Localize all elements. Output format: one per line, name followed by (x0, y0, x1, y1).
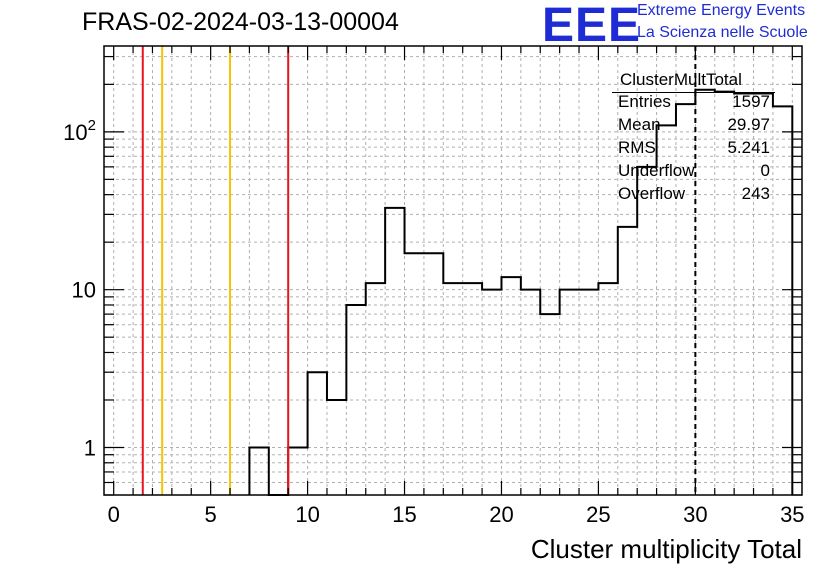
y-tick-label: 102 (63, 117, 96, 145)
stats-key: Overflow (618, 184, 686, 203)
histogram-bin (366, 283, 385, 495)
histogram-bin (249, 447, 268, 495)
histogram-bin (346, 305, 365, 495)
histogram-bin (540, 314, 559, 495)
histogram-bin (405, 253, 424, 495)
x-axis-label: Cluster multiplicity Total (531, 534, 802, 564)
stats-key: Mean (618, 115, 661, 134)
x-tick-label: 0 (108, 502, 120, 527)
plot-frame (103, 45, 803, 496)
stats-row-overflow: Overflow 243 (618, 184, 770, 206)
stats-row-underflow: Underflow 0 (618, 161, 770, 183)
y-tick-label: 10 (72, 278, 96, 303)
marker-lines (141, 46, 697, 495)
stats-value: 1597 (732, 92, 770, 111)
stats-box-rule (612, 92, 775, 93)
histogram-bin (288, 447, 307, 495)
histogram-bin (618, 227, 637, 495)
stats-key: Underflow (618, 161, 695, 180)
x-tick-label: 35 (780, 502, 804, 527)
x-tick-label: 20 (489, 502, 513, 527)
run-title: FRAS-02-2024-03-13-00004 (82, 8, 399, 36)
x-tick-label: 25 (586, 502, 610, 527)
histogram-bin (501, 277, 520, 495)
histogram-bin (521, 290, 540, 495)
histogram-bin (560, 290, 579, 495)
histogram-bin (327, 400, 346, 495)
axis-ticks (104, 46, 802, 496)
stats-box-title: ClusterMultTotal (620, 70, 742, 89)
x-tick-label: 30 (683, 502, 707, 527)
axis-tick-labels: 0 5 10 15 20 25 30 35 1 10 102 (63, 117, 804, 527)
stats-value: 243 (741, 184, 770, 203)
eee-logo: EEE (542, 0, 642, 52)
histogram-outline (248, 88, 794, 496)
grid-lines (104, 46, 802, 496)
stats-value: 0 (760, 161, 770, 180)
x-tick-label: 5 (205, 502, 217, 527)
stats-key: Entries (618, 92, 671, 111)
y-tick-label: 1 (84, 435, 96, 460)
stats-value: 5.241 (727, 138, 770, 157)
x-tick-label: 15 (392, 502, 416, 527)
histogram-bin (308, 372, 327, 495)
histogram-bin (385, 208, 404, 495)
histogram-bin (637, 167, 656, 495)
logo-line-1: Extreme Energy Events (637, 2, 806, 19)
histogram-bin (463, 283, 482, 495)
stats-key: RMS (618, 138, 656, 157)
histogram-bars (248, 88, 794, 496)
histogram-bin (482, 290, 501, 495)
histogram-bin (598, 283, 617, 495)
x-tick-label: 10 (295, 502, 319, 527)
histogram-bin (424, 253, 443, 495)
stats-row-entries: Entries 1597 (618, 92, 770, 114)
histogram-bin (443, 283, 462, 495)
logo-line-2: La Scienza nelle Scuole (637, 24, 808, 41)
histogram-bin (579, 290, 598, 495)
stats-row-rms: RMS 5.241 (618, 138, 770, 160)
stats-value: 29.97 (727, 115, 770, 134)
histogram-bin (773, 106, 792, 495)
stats-row-mean: Mean 29.97 (618, 115, 770, 137)
